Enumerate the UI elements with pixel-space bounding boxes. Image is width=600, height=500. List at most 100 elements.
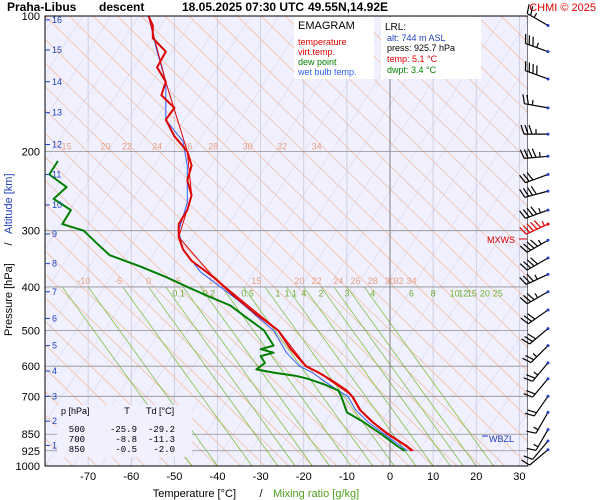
wind-barb-dot — [546, 272, 550, 276]
wind-barb-dot — [546, 448, 550, 452]
wind-barb-feather — [530, 185, 537, 195]
wind-barb-feather — [526, 94, 529, 105]
skew-guide-line — [45, 16, 224, 293]
temperature-tick-label: 20 — [470, 471, 482, 483]
wind-barb-feather — [531, 148, 537, 158]
dry-adiabat-line — [45, 367, 146, 466]
wind-barb — [519, 290, 550, 305]
wind-barb-feather — [526, 390, 536, 395]
wind-barb-shaft — [532, 362, 549, 382]
altitude-tick-label: 8 — [52, 259, 57, 269]
wind-barb-feather — [520, 124, 525, 135]
wind-barb-shaft — [524, 190, 549, 198]
profile-lines — [48, 16, 415, 452]
wind-barb — [523, 361, 550, 382]
mixing-ratio-label: 1.1 — [285, 288, 298, 298]
dry-adiabat-line — [68, 16, 528, 466]
skew-guide-line — [45, 16, 196, 250]
altitude-tick-label: 5 — [52, 341, 57, 351]
wind-barb-feather — [526, 223, 534, 232]
lrl-box: LRL: alt: 744 m ASL press: 925.7 hPa tem… — [381, 17, 481, 79]
dry-adiabat-line — [284, 16, 528, 255]
skew-guide-line — [464, 367, 528, 466]
dry-adiabat-label: 28 — [368, 276, 378, 286]
wind-barb-feather — [522, 275, 531, 284]
lrl-background — [381, 17, 481, 79]
wind-barb — [519, 256, 550, 271]
mixing-ratio-line — [182, 286, 313, 466]
table-cell: -11.3 — [148, 435, 175, 445]
wind-barb-feather — [526, 172, 534, 181]
temperature-tick-label: -70 — [80, 471, 96, 483]
dry-adiabat-label: -5 — [114, 276, 122, 286]
dry-adiabat-line — [45, 226, 290, 466]
mixing-ratio-line — [303, 286, 434, 466]
altitude-tick-label: 9 — [52, 229, 57, 239]
temperature-tick-label: 0 — [387, 471, 393, 483]
dry-adiabat-line — [428, 16, 528, 114]
wind-barb-feather — [522, 357, 532, 364]
dry-adiabat-line — [45, 297, 218, 466]
wind-barb — [519, 206, 550, 219]
altitude-tick-label: 4 — [52, 366, 57, 376]
mixing-ratio-line — [286, 286, 417, 466]
wind-barb-feather — [530, 257, 539, 265]
wind-barb-feather — [528, 124, 533, 135]
wind-barb-feather — [526, 374, 536, 379]
mixing-ratio-label: 10 — [450, 288, 460, 298]
mixing-ratio-line — [243, 286, 374, 466]
temperature-tick-label: -10 — [339, 471, 355, 483]
wind-barb-feather — [523, 315, 532, 322]
wind-barb — [519, 185, 550, 198]
wind-barb-dot — [546, 208, 550, 212]
dry-adiabat-line — [45, 109, 410, 466]
wind-barb-half-feather — [533, 12, 538, 18]
table-cell: -29.2 — [148, 425, 175, 435]
temperature-tick-label: 10 — [427, 471, 439, 483]
altitude-tick-label: 2 — [52, 416, 57, 426]
header-datetime: 18.05.2025 07:30 UTC — [182, 0, 304, 14]
dry-adiabat-label: -10 — [77, 276, 90, 286]
lrl-title: LRL: — [385, 22, 406, 33]
table-cell: 700 — [69, 435, 85, 445]
lrl-temperature: temp: 5.1 °C — [387, 54, 438, 64]
header-station: Praha-Libus — [7, 0, 77, 14]
credit-link[interactable]: CHMI © 2025 — [529, 2, 596, 14]
wind-barb-feather — [527, 409, 537, 414]
dry-adiabat-line — [188, 16, 528, 349]
wind-barb-half-feather — [538, 239, 542, 245]
wind-barb-dot — [546, 428, 550, 432]
wind-barb-shaft — [533, 395, 549, 417]
dry-adiabat-label: 15 — [62, 141, 72, 151]
wind-barb-feather — [530, 206, 538, 215]
wind-barb — [524, 61, 550, 81]
wind-barb-feather — [526, 241, 535, 249]
skew-guide-line — [45, 16, 336, 466]
skew-guide-line — [45, 16, 280, 380]
wind-barb-feather — [533, 220, 542, 228]
header-mode: descent — [99, 0, 144, 14]
table-header-td: Td [°C] — [146, 406, 174, 416]
altitude-tick-label: 14 — [52, 77, 62, 87]
pressure-tick-label: 1000 — [16, 461, 40, 473]
skew-guide-line — [100, 16, 392, 466]
dry-adiabat-line — [45, 156, 362, 466]
mixing-ratio-line — [264, 286, 395, 466]
legend-item-wet-bulb: wet bulb temp. — [297, 67, 357, 77]
wind-barb-half-feather — [536, 42, 539, 48]
wind-barb — [519, 172, 550, 184]
wind-barb-feather — [530, 6, 534, 16]
wind-barb-feather — [523, 261, 532, 269]
dry-adiabat-label: 22 — [122, 141, 132, 151]
altitude-tick-label: 3 — [52, 391, 57, 401]
dry-adiabat-label: 32 — [277, 141, 287, 151]
dry-adiabat-line — [356, 16, 528, 184]
wind-barb-dot — [546, 308, 550, 312]
wind-column — [528, 16, 600, 466]
summary-table-background — [57, 405, 192, 457]
skew-guide-line — [72, 16, 364, 466]
dry-adiabat-line — [116, 16, 528, 419]
wind-barb-feather — [522, 173, 530, 182]
wind-barb-dot — [546, 290, 550, 294]
pressure-tick-label: 100 — [22, 11, 40, 23]
